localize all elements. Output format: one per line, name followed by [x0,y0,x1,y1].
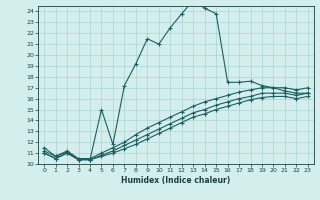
X-axis label: Humidex (Indice chaleur): Humidex (Indice chaleur) [121,176,231,185]
